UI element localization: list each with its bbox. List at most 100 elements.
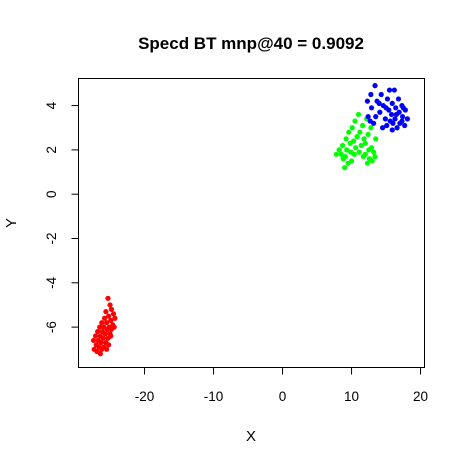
- data-point: [366, 147, 372, 153]
- data-point: [108, 317, 114, 324]
- data-point: [361, 136, 367, 142]
- data-point: [99, 320, 105, 326]
- data-point: [107, 302, 113, 308]
- data-point: [400, 114, 406, 120]
- data-point: [90, 337, 97, 344]
- data-point: [112, 315, 118, 321]
- data-point: [393, 111, 399, 118]
- data-point: [392, 116, 398, 122]
- data-point: [390, 120, 396, 126]
- data-point: [377, 109, 383, 115]
- y-tick-label: -2: [44, 232, 59, 244]
- data-point: [393, 105, 399, 111]
- data-point: [368, 91, 374, 98]
- data-point: [364, 160, 371, 166]
- data-point: [373, 136, 379, 142]
- data-point: [356, 149, 362, 155]
- data-point: [92, 333, 99, 339]
- data-point: [391, 87, 397, 93]
- data-point: [354, 134, 360, 140]
- data-point: [99, 346, 105, 352]
- data-point: [404, 116, 411, 122]
- data-point: [355, 111, 362, 118]
- data-point: [395, 96, 402, 102]
- data-point: [102, 331, 108, 337]
- data-point: [383, 105, 389, 111]
- data-point: [384, 96, 391, 102]
- data-point: [97, 324, 103, 330]
- data-point: [346, 129, 352, 135]
- y-axis-label: Y: [3, 218, 20, 228]
- data-point: [358, 142, 364, 149]
- data-point: [386, 87, 393, 93]
- data-point: [352, 118, 358, 124]
- data-point: [347, 140, 353, 146]
- data-point: [95, 328, 101, 335]
- data-point: [360, 153, 366, 160]
- data-point: [108, 333, 114, 339]
- data-point: [372, 153, 378, 160]
- y-tick-label: 4: [44, 101, 59, 109]
- data-point: [372, 83, 378, 89]
- data-point: [340, 156, 346, 162]
- y-tick-label: -4: [44, 276, 59, 288]
- data-point: [384, 122, 390, 129]
- data-point: [339, 142, 346, 149]
- data-point: [382, 116, 388, 122]
- data-point: [373, 114, 379, 120]
- data-point: [368, 125, 374, 131]
- data-point: [400, 105, 406, 111]
- data-point: [402, 122, 408, 129]
- data-point: [343, 136, 349, 142]
- data-point: [353, 145, 359, 151]
- data-point: [104, 346, 110, 352]
- x-axis: -20 -10 0 10 20: [135, 367, 428, 404]
- y-tick-label: 2: [44, 146, 59, 154]
- y-tick-label: -6: [44, 321, 59, 333]
- data-point: [371, 120, 377, 126]
- data-point: [103, 309, 109, 315]
- data-point: [106, 313, 112, 319]
- data-point: [371, 149, 377, 155]
- y-tick-label: 0: [44, 190, 59, 198]
- x-axis-label: X: [246, 428, 256, 445]
- data-point: [342, 165, 348, 171]
- data-point: [108, 306, 115, 312]
- plot-frame: [78, 78, 425, 368]
- data-point: [336, 147, 342, 153]
- data-point: [359, 122, 366, 129]
- data-point: [365, 114, 371, 120]
- data-point: [388, 111, 395, 118]
- data-point: [376, 100, 382, 106]
- x-tick-label: 10: [344, 389, 359, 404]
- data-point: [105, 295, 111, 301]
- data-point: [344, 147, 350, 153]
- y-axis: -6 -4 -2 0 2 4: [44, 101, 79, 333]
- data-point: [106, 342, 112, 348]
- data-point: [364, 98, 371, 104]
- data-point: [362, 140, 368, 146]
- data-point: [104, 320, 110, 326]
- data-point: [110, 311, 117, 317]
- data-point: [351, 151, 357, 157]
- data-point: [104, 326, 110, 332]
- data-point: [394, 125, 400, 131]
- x-tick-label: 20: [413, 389, 428, 404]
- data-point: [98, 340, 104, 346]
- x-tick-label: -10: [204, 389, 224, 404]
- data-point: [349, 125, 355, 131]
- data-point: [399, 118, 405, 124]
- data-point: [345, 160, 351, 166]
- data-point: [333, 151, 339, 157]
- x-tick-label: 0: [279, 389, 287, 404]
- chart-title: Specd BT mnp@40 = 0.9092: [138, 34, 364, 53]
- data-point: [380, 125, 386, 131]
- data-point: [100, 335, 106, 341]
- data-point: [111, 324, 117, 330]
- data-point: [357, 129, 363, 135]
- data-points: [90, 83, 411, 357]
- data-point: [338, 151, 344, 157]
- data-point: [378, 91, 384, 98]
- data-point: [365, 131, 371, 137]
